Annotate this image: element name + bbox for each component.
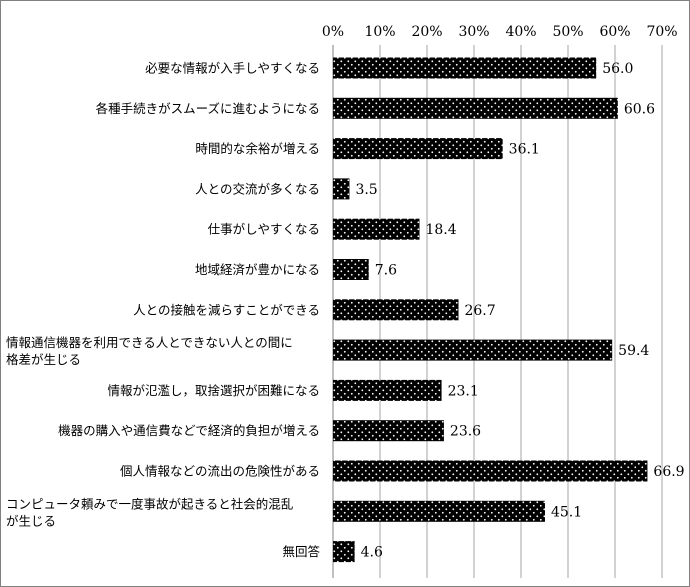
value-label: 7.6: [375, 263, 397, 279]
value-label: 66.9: [653, 464, 684, 480]
gridlines: [332, 45, 663, 578]
bar: [333, 57, 597, 79]
bar: [333, 541, 355, 563]
bar: [333, 500, 545, 522]
value-label: 23.6: [450, 424, 481, 440]
category-label-line2: 格差が生じる: [6, 352, 81, 367]
bars: [333, 57, 648, 563]
category-label: 機器の購入や通信費などで経済的負担が増える: [58, 423, 320, 438]
value-label: 56.0: [602, 61, 633, 77]
category-label: 地域経済が豊かになる: [195, 262, 320, 277]
x-tick-label: 70%: [646, 24, 677, 40]
value-label: 45.1: [551, 504, 582, 520]
bar: [333, 97, 618, 119]
value-label: 4.6: [361, 545, 383, 561]
category-label: 必要な情報が入手しやすくなる: [145, 61, 320, 76]
bar: [333, 218, 420, 240]
x-tick-label: 30%: [458, 24, 489, 40]
x-tick-label: 10%: [364, 24, 395, 40]
category-label-line2: が生じる: [6, 513, 56, 528]
category-label: 個人情報などの流出の危険性がある: [120, 464, 320, 479]
bar: [333, 259, 369, 280]
x-tick-label: 20%: [411, 24, 442, 40]
x-tick-label: 40%: [505, 24, 536, 40]
value-label: 36.1: [509, 142, 540, 158]
x-tick-label: 50%: [552, 24, 583, 40]
bar: [333, 460, 648, 482]
bar: [333, 339, 613, 361]
category-label: 人との交流が多くなる: [195, 181, 320, 196]
x-tick-label: 60%: [599, 24, 630, 40]
category-label: 無回答: [282, 544, 320, 559]
category-labels: 必要な情報が入手しやすくなる各種手続きがスムーズに進むようになる時間的な余裕が増…: [6, 61, 320, 560]
category-label: 仕事がしやすくなる: [208, 222, 320, 237]
bar: [333, 138, 503, 160]
bar: [333, 299, 459, 321]
bar: [333, 178, 350, 200]
value-label: 26.7: [464, 303, 495, 319]
value-labels: 56.0 60.6 36.1 3.5 18.4 7.6 26.7 59.4 23.1 23.6 66…: [355, 61, 684, 561]
x-tick-label: 0%: [322, 24, 344, 40]
bar: [333, 420, 444, 442]
value-label: 60.6: [624, 101, 655, 117]
category-label: 時間的な余裕が増える: [195, 141, 320, 156]
category-label: 情報通信機器を利用できる人とできない人との間に: [6, 335, 293, 350]
category-label: 各種手続きがスムーズに進むようになる: [96, 101, 320, 116]
category-label: コンピュータ頼みで一度事故が起きると社会的混乱: [6, 496, 293, 511]
value-label: 23.1: [448, 383, 479, 399]
value-label: 18.4: [425, 222, 456, 238]
x-axis-ticks: 0% 10% 20% 30% 40% 50% 60% 70%: [322, 24, 678, 40]
category-label: 情報が氾濫し，取捨選択が困難になる: [107, 383, 320, 398]
category-label: 人との接触を減らすことができる: [133, 302, 320, 317]
value-label: 59.4: [618, 343, 649, 359]
bar: [333, 379, 442, 401]
value-label: 3.5: [355, 182, 377, 198]
